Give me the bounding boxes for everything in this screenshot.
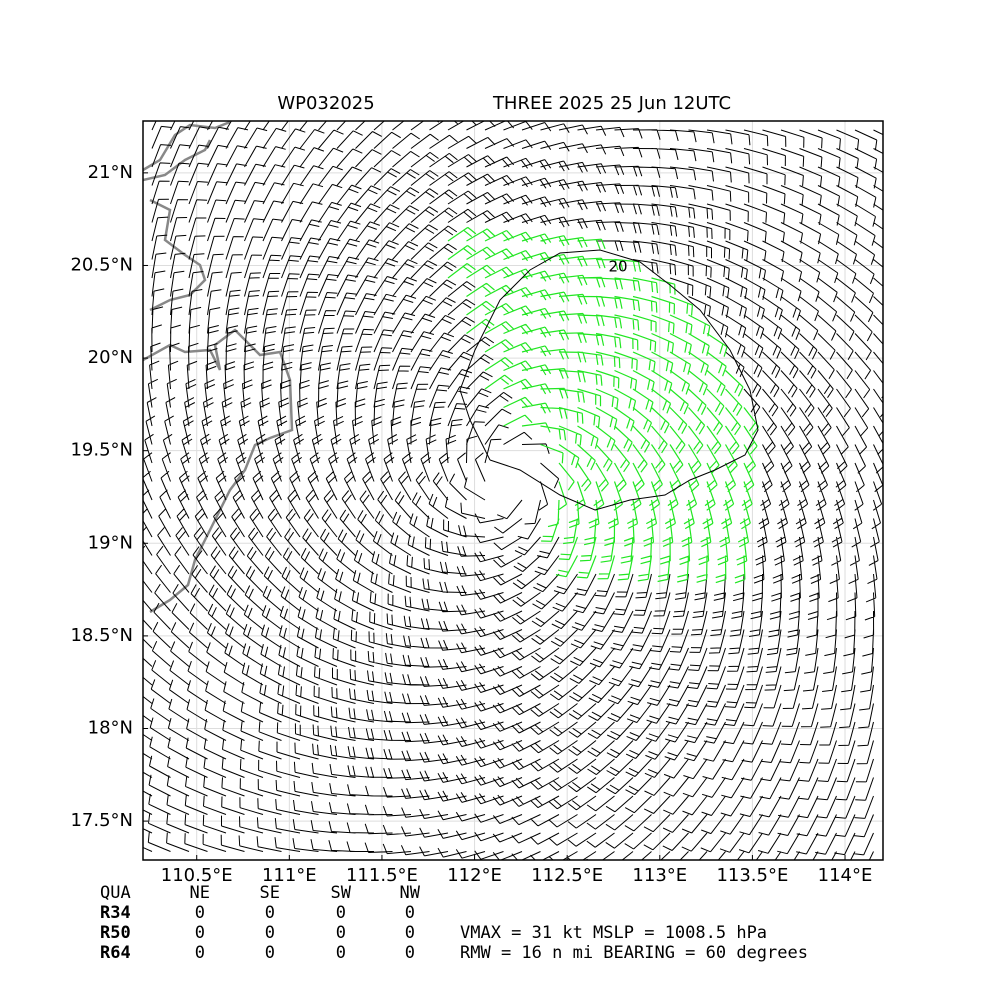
y-tick-label: 17.5°N	[70, 810, 133, 831]
table-cell: 0	[265, 943, 275, 963]
table-header: NW	[400, 883, 421, 903]
info-line: RMW = 16 n mi BEARING = 60 degrees	[460, 943, 808, 963]
coastline	[143, 121, 294, 614]
x-tick-label: 110.5°E	[161, 865, 233, 886]
y-tick-label: 20.5°N	[70, 254, 133, 275]
wind-barbs-strong	[447, 226, 759, 584]
table-header: SW	[331, 883, 352, 903]
table-cell: 0	[265, 903, 275, 923]
x-tick-label: 113°E	[632, 865, 687, 886]
table-cell: 0	[336, 923, 346, 943]
y-tick-label: 18°N	[88, 717, 133, 738]
table-cell: 0	[405, 903, 415, 923]
contour	[459, 249, 759, 511]
y-tick-label: 18.5°N	[70, 625, 133, 646]
x-tick-label: 114°E	[818, 865, 873, 886]
table-header: SE	[260, 883, 280, 903]
right-title: THREE 2025 25 Jun 12UTC	[492, 93, 731, 114]
table-cell: 0	[336, 943, 346, 963]
y-tick-label: 20°N	[88, 347, 133, 368]
table-header: QUA	[100, 883, 131, 903]
y-tick-label: 19.5°N	[70, 440, 133, 461]
table-cell: 0	[405, 923, 415, 943]
table-cell: 0	[405, 943, 415, 963]
left-title: WP032025	[277, 93, 374, 114]
row-label: R64	[100, 943, 131, 963]
table-cell: 0	[195, 923, 205, 943]
x-tick-label: 111.5°E	[346, 865, 418, 886]
plot-frame	[142, 120, 884, 861]
table-cell: 0	[265, 923, 275, 943]
y-tick-label: 21°N	[88, 162, 133, 183]
contour-label: 20	[608, 258, 627, 276]
x-tick-label: 112°E	[447, 865, 502, 886]
wind-barbs	[143, 121, 883, 860]
info-line: VMAX = 31 kt MSLP = 1008.5 hPa	[460, 923, 767, 943]
row-label: R34	[100, 903, 131, 923]
row-label: R50	[100, 923, 131, 943]
table-cell: 0	[336, 903, 346, 923]
table-cell: 0	[195, 903, 205, 923]
x-tick-label: 113.5°E	[716, 865, 788, 886]
x-tick-label: 112.5°E	[531, 865, 603, 886]
table-cell: 0	[195, 943, 205, 963]
x-tick-label: 111°E	[262, 865, 317, 886]
table-header: NE	[190, 883, 210, 903]
y-tick-label: 19°N	[88, 532, 133, 553]
